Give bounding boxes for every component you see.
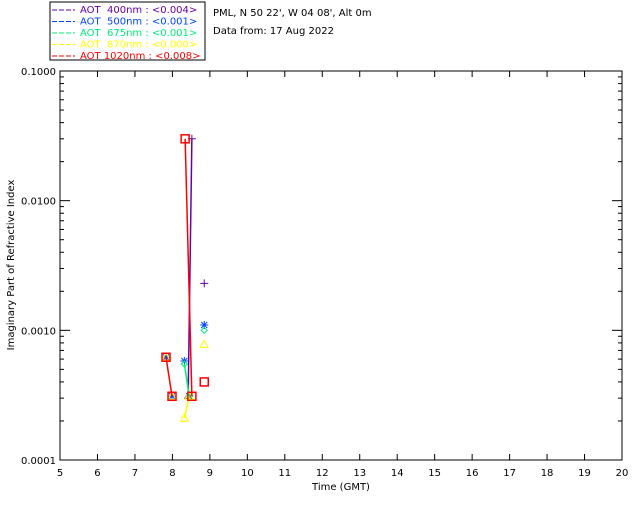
x-tick-label: 19 bbox=[578, 468, 591, 479]
x-tick-label: 16 bbox=[466, 468, 479, 479]
x-axis-label: Time (GMT) bbox=[311, 482, 370, 493]
square-marker bbox=[167, 391, 177, 402]
series-line bbox=[165, 357, 173, 397]
x-tick-label: 6 bbox=[94, 468, 100, 479]
legend-box bbox=[49, 1, 206, 61]
x-tick-label: 5 bbox=[57, 468, 63, 479]
x-tick-label: 12 bbox=[316, 468, 329, 479]
axes: 5 6 7 8 9 10 11 12 13 14 15 16 17 18 19 20 0.1000 0.0100 0… bbox=[21, 67, 628, 479]
series-line bbox=[187, 138, 193, 399]
series-line bbox=[183, 363, 191, 397]
series-line bbox=[184, 138, 193, 397]
date-label: Data from: 17 Aug 2022 bbox=[213, 26, 334, 37]
x-tick-label: 13 bbox=[353, 468, 366, 479]
square-marker bbox=[161, 352, 171, 363]
diamond-marker bbox=[200, 326, 208, 335]
x-tick-label: 15 bbox=[428, 468, 441, 479]
y-tick-label: 0.0100 bbox=[21, 197, 56, 208]
legend-entry: AOT 1020nm : <0.008> bbox=[80, 51, 200, 62]
legend-entry: AOT 400nm : <0.004> bbox=[80, 5, 197, 16]
triangle-marker bbox=[199, 339, 210, 348]
x-tick-label: 17 bbox=[503, 468, 516, 479]
diamond-marker bbox=[180, 360, 189, 368]
square-marker bbox=[180, 134, 190, 144]
y-tick-label: 0.0010 bbox=[21, 326, 56, 337]
y-axis-label: Imaginary Part of Refractive Index bbox=[6, 180, 17, 351]
x-tick-label: 14 bbox=[391, 468, 404, 479]
x-tick-label: 20 bbox=[616, 468, 629, 479]
legend-entry: AOT 675nm : <0.001> bbox=[80, 28, 197, 39]
y-tick-label: 0.0001 bbox=[21, 456, 56, 467]
data-marks bbox=[161, 134, 210, 422]
x-tick-label: 18 bbox=[541, 468, 554, 479]
plus-marker bbox=[200, 279, 209, 288]
plot-area bbox=[59, 70, 623, 461]
legend: AOT 400nm : <0.004>AOT 500nm : <0.001>AO… bbox=[52, 5, 200, 62]
triangle-marker bbox=[167, 391, 177, 400]
star-marker bbox=[162, 353, 171, 362]
x-tick-label: 9 bbox=[207, 468, 213, 479]
triangle-marker bbox=[179, 413, 190, 422]
site-label: PML, N 50 22', W 04 08', Alt 0m bbox=[213, 8, 372, 19]
star-marker bbox=[200, 320, 209, 329]
square-marker bbox=[187, 391, 197, 402]
y-tick-label: 0.1000 bbox=[21, 67, 56, 78]
x-tick-label: 7 bbox=[132, 468, 138, 479]
x-tick-label: 10 bbox=[241, 468, 254, 479]
x-tick-label: 8 bbox=[169, 468, 175, 479]
legend-entry: AOT 870nm : <0.000> bbox=[80, 40, 197, 51]
square-marker bbox=[199, 377, 209, 387]
x-tick-label: 11 bbox=[278, 468, 291, 479]
star-marker bbox=[168, 392, 177, 401]
legend-entry: AOT 500nm : <0.001> bbox=[80, 17, 197, 28]
